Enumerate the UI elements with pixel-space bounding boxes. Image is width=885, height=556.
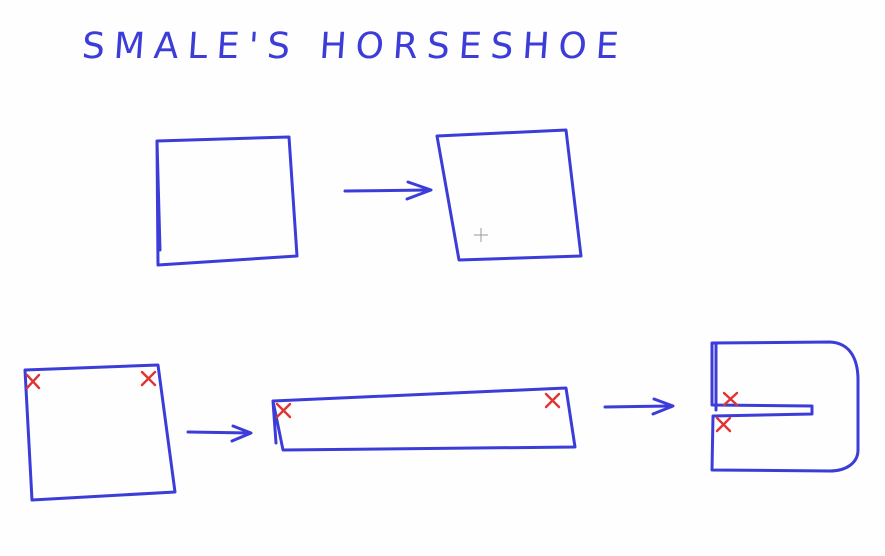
cursor-crosshair-icon	[474, 228, 488, 242]
corner-mark-square-left	[25, 373, 41, 390]
bottom-arrow-1	[186, 424, 253, 443]
top-stretched-square	[435, 128, 583, 262]
horseshoe-shape	[710, 340, 860, 473]
corner-mark-horseshoe-upper	[722, 391, 739, 407]
corner-mark-strip-left	[275, 402, 292, 419]
corner-mark-strip-right	[544, 392, 561, 409]
corner-mark-square-right	[140, 370, 157, 387]
stretched-strip	[271, 386, 577, 452]
bottom-arrow-2	[603, 397, 675, 416]
corner-mark-horseshoe-lower	[715, 416, 732, 433]
top-arrow	[343, 180, 433, 201]
bottom-square	[23, 363, 177, 502]
top-square	[155, 135, 299, 267]
